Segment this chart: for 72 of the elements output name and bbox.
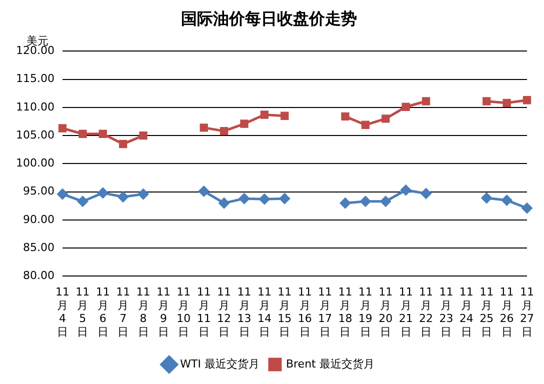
point <box>77 196 88 207</box>
point <box>57 188 68 200</box>
x-tick-label: 11月17日 <box>318 286 332 338</box>
chart-title: 国际油价每日收盘价走势 <box>181 8 357 28</box>
point <box>98 130 107 138</box>
point <box>78 130 87 138</box>
point <box>522 96 532 104</box>
x-tick-label: 11月24日 <box>459 286 474 338</box>
y-tick-label: 95.00 <box>22 184 54 198</box>
point <box>280 112 289 120</box>
y-tick-label: 80.00 <box>22 269 54 282</box>
point <box>340 198 350 208</box>
x-tick-label: 11月6日 <box>96 286 110 338</box>
x-tick-label: 11月23日 <box>439 286 454 338</box>
y-tick-label: 100.00 <box>16 156 54 170</box>
x-tick-label: 11月27日 <box>520 286 534 338</box>
point <box>502 195 512 206</box>
x-tick-label: 11月12日 <box>217 286 232 338</box>
x-tick-label: 11月22日 <box>419 286 434 338</box>
x-tick-label: 11月9日 <box>156 286 170 338</box>
point <box>139 131 148 140</box>
point <box>400 184 412 196</box>
point <box>98 188 108 198</box>
point <box>522 202 532 214</box>
legend-label: WTI 最近交货月 <box>180 357 260 370</box>
point <box>240 120 248 128</box>
y-tick-label: 90.00 <box>22 212 54 226</box>
point <box>382 114 390 123</box>
x-tick-label: 11月18日 <box>338 286 352 338</box>
point <box>118 192 128 202</box>
point <box>341 112 350 121</box>
legend-label: Brent 最近交货月 <box>286 357 374 370</box>
x-tick-label: 11月25日 <box>480 286 494 338</box>
point <box>218 198 230 208</box>
y-tick-label: 115.00 <box>16 72 54 86</box>
x-tick-label: 11月5日 <box>76 286 90 338</box>
point <box>58 124 67 132</box>
x-tick-label: 11月14日 <box>257 286 272 338</box>
point <box>198 186 210 197</box>
point <box>422 97 430 106</box>
x-tick-label: 11月16日 <box>298 286 312 338</box>
x-tick-label: 11月20日 <box>378 286 393 338</box>
point <box>361 120 370 129</box>
y-tick-label: 110.00 <box>16 100 54 114</box>
point <box>279 193 290 204</box>
y-tick-label: 85.00 <box>22 240 54 254</box>
point <box>220 126 228 136</box>
point <box>482 97 491 106</box>
point <box>138 188 149 200</box>
point <box>119 140 128 148</box>
x-tick-label: 11月8日 <box>136 286 150 338</box>
point <box>502 98 511 108</box>
point <box>239 193 250 204</box>
x-tick-label: 11月26日 <box>500 286 514 338</box>
y-tick-label: 105.00 <box>16 128 54 142</box>
point <box>360 196 371 207</box>
point <box>200 124 208 132</box>
point <box>380 196 391 207</box>
point <box>402 102 410 111</box>
x-tick-label: 11月19日 <box>358 286 372 338</box>
x-tick-label: 11月4日 <box>55 286 70 338</box>
point <box>481 192 492 204</box>
point <box>420 188 432 199</box>
y-tick-label: 120.00 <box>16 44 54 58</box>
x-tick-label: 11月10日 <box>176 286 191 338</box>
x-tick-label: 11月15日 <box>278 286 292 338</box>
point <box>260 110 269 119</box>
x-tick-label: 11月11日 <box>196 286 211 338</box>
point <box>259 194 270 204</box>
x-tick-label: 11月7日 <box>116 286 130 338</box>
x-tick-label: 11月21日 <box>398 286 413 338</box>
x-tick-label: 11月13日 <box>237 286 252 338</box>
